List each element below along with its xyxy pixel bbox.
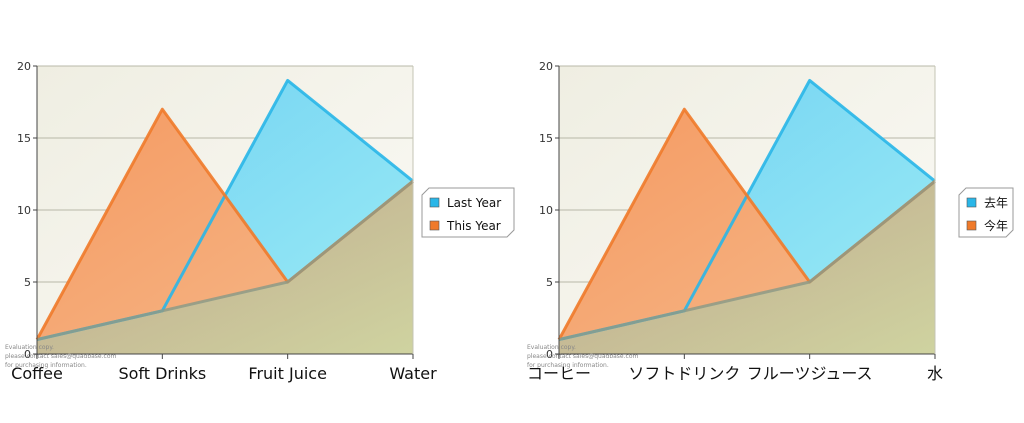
- legend-label: 去年: [984, 196, 1008, 210]
- legend-swatch: [966, 220, 977, 231]
- y-tick-label: 15: [539, 132, 553, 145]
- chart-1: 0 5 10 15 20 Evaluation copy. please contact s…: [5, 60, 515, 383]
- y-tick-label: 20: [539, 60, 553, 73]
- overlap-area: [37, 181, 413, 354]
- legend-label: This Year: [446, 219, 501, 233]
- x-category-label: ソフトドリンク: [628, 364, 740, 383]
- y-tick-label: 5: [24, 276, 31, 289]
- legend-label: Last Year: [447, 196, 501, 210]
- legend: Last Year This Year: [421, 187, 515, 238]
- evaluation-watermark-line: Evaluation copy.: [527, 344, 576, 351]
- legend-box: [421, 187, 515, 238]
- x-category-label: Coffee: [11, 364, 63, 383]
- evaluation-watermark-line: for purchasing information.: [527, 362, 609, 369]
- legend-swatch: [966, 197, 977, 208]
- x-category-label: コーヒー: [527, 364, 591, 383]
- chart-2: 0 5 10 15 20 Evaluation copy. please contact s…: [527, 60, 1014, 383]
- y-tick-label: 20: [17, 60, 31, 73]
- evaluation-watermark-line: Evaluation copy.: [5, 344, 54, 351]
- x-category-label: Water: [389, 364, 437, 383]
- y-tick-label: 10: [17, 204, 31, 217]
- y-tick-label: 10: [539, 204, 553, 217]
- y-tick-label: 0: [24, 348, 31, 361]
- evaluation-watermark-line: for purchasing information.: [5, 362, 87, 369]
- overlap-edge-line: [558, 180, 936, 342]
- x-category-label: フルーツジュース: [747, 364, 873, 383]
- evaluation-watermark-line: please contact sales@quadbase.com: [527, 353, 638, 360]
- legend-swatch: [429, 220, 440, 231]
- evaluation-watermark-line: please contact sales@quadbase.com: [5, 353, 116, 360]
- overlap-area: [559, 181, 935, 354]
- y-tick-label: 0: [546, 348, 553, 361]
- y-tick-label: 15: [17, 132, 31, 145]
- y-tick-label: 5: [546, 276, 553, 289]
- overlap-edge-line: [36, 180, 414, 342]
- legend-swatch: [429, 197, 440, 208]
- x-category-label: Fruit Juice: [248, 364, 327, 383]
- x-category-label: Soft Drinks: [118, 364, 206, 383]
- x-category-label: 水: [927, 364, 943, 383]
- legend-label: 今年: [984, 218, 1008, 233]
